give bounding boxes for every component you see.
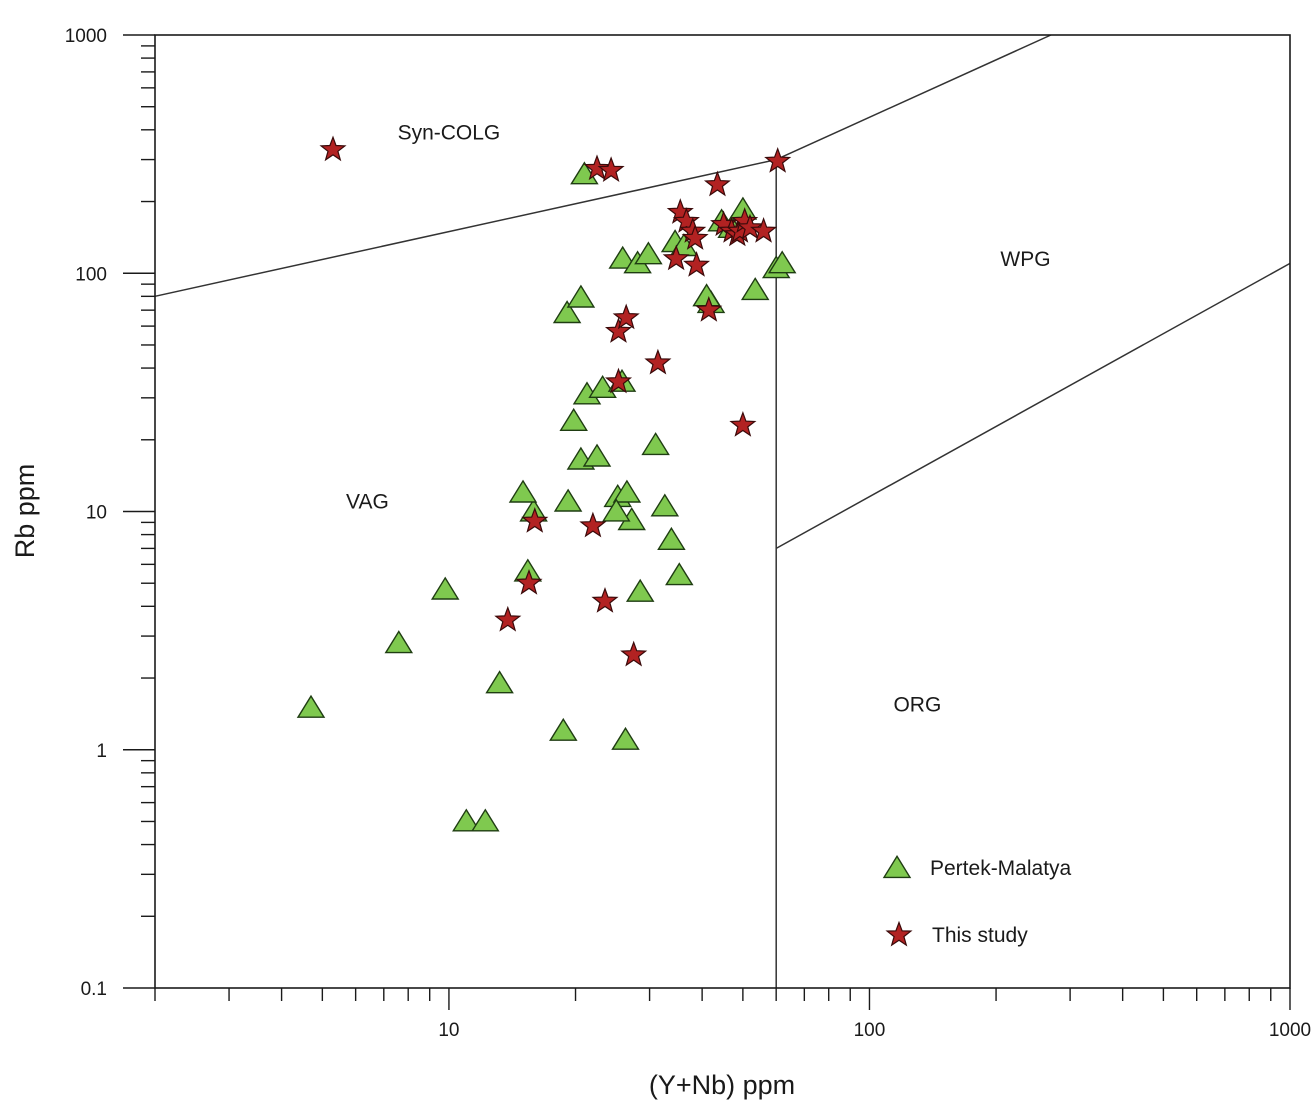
triangle-point	[588, 374, 617, 398]
triangle-point	[611, 726, 640, 750]
triangle-point	[641, 432, 670, 456]
star-point	[681, 224, 709, 250]
star-point	[736, 213, 764, 240]
star-point	[583, 154, 611, 181]
star-point	[662, 244, 690, 271]
triangle-point	[485, 670, 514, 694]
field-label-syn-colg: Syn-COLG	[398, 121, 501, 144]
legend-triangle-icon	[882, 854, 912, 879]
star-point	[672, 207, 700, 233]
x-axis-title: (Y+Nb) ppm	[649, 1070, 795, 1100]
triangle-point	[608, 245, 637, 269]
star-point	[319, 135, 347, 162]
legend-star-shape	[885, 920, 913, 947]
star-point	[591, 587, 619, 613]
triangle-point	[650, 493, 680, 517]
triangle-point	[553, 488, 583, 512]
star-point	[683, 251, 711, 277]
star-point	[764, 147, 792, 173]
x-tick-label: 1000	[1269, 1020, 1311, 1041]
triangle-point	[552, 300, 582, 324]
triangle-point	[582, 443, 612, 467]
legend-label-pertek-malatya: Pertek-Malatya	[930, 857, 1072, 880]
legend: Pertek-Malatya This study	[882, 854, 1072, 947]
star-point	[515, 568, 543, 595]
triangle-point	[657, 526, 686, 550]
triangle-point	[625, 578, 655, 602]
triangle-point	[296, 694, 326, 718]
field-boundaries	[154, 34, 1291, 988]
triangle-point	[740, 277, 770, 301]
triangle-point	[471, 808, 500, 832]
star-point	[612, 303, 640, 330]
series-this-study	[319, 135, 792, 667]
triangle-point	[566, 284, 596, 308]
field-label-org: ORG	[893, 693, 941, 716]
star-point	[597, 156, 625, 183]
star-point	[604, 317, 633, 343]
data-points	[296, 135, 797, 832]
triangle-point	[559, 407, 588, 431]
legend-triangle-shape	[882, 854, 912, 879]
star-point	[644, 348, 672, 375]
triangle-point	[602, 498, 631, 522]
boundary-syn-colg-wpg	[775, 34, 1052, 161]
field-label-wpg: WPG	[1000, 248, 1050, 271]
y-tick-label: 1	[96, 741, 107, 762]
y-axis-title: Rb ppm	[10, 464, 40, 559]
y-tick-label: 10	[86, 503, 107, 524]
triangle-point	[430, 576, 460, 600]
axis-ticks	[123, 34, 1291, 1010]
star-point	[750, 217, 778, 243]
field-labels: Syn-COLG VAG WPG ORG	[346, 121, 1051, 716]
triangle-point	[612, 479, 642, 503]
triangle-point	[767, 250, 797, 274]
star-point	[729, 411, 757, 437]
field-label-vag: VAG	[346, 491, 389, 514]
y-tick-label: 100	[75, 264, 107, 285]
plot-frame	[154, 34, 1291, 989]
star-point	[579, 511, 607, 538]
axis-tick-labels: 10 100 1000 0.1 1 10 100 1000	[65, 26, 1311, 1041]
triangle-point	[508, 479, 538, 503]
boundary-syn-colg-vag	[154, 158, 777, 298]
legend-star-icon	[885, 920, 913, 947]
star-point	[521, 507, 549, 533]
star-point	[604, 367, 633, 394]
triangle-point	[452, 808, 481, 832]
x-tick-label: 10	[438, 1020, 459, 1041]
triangle-point	[549, 717, 578, 741]
legend-label-this-study: This study	[932, 924, 1028, 947]
y-tick-label: 0.1	[81, 979, 107, 1000]
star-point	[620, 640, 648, 667]
boundary-wpg-org	[775, 262, 1291, 550]
y-tick-label: 1000	[65, 26, 107, 47]
x-tick-label: 100	[854, 1020, 886, 1041]
triangle-point	[634, 241, 663, 265]
star-point	[695, 295, 723, 322]
triangle-point	[665, 562, 694, 586]
triangle-point	[384, 630, 414, 654]
star-point	[703, 170, 731, 197]
star-point	[494, 605, 522, 632]
